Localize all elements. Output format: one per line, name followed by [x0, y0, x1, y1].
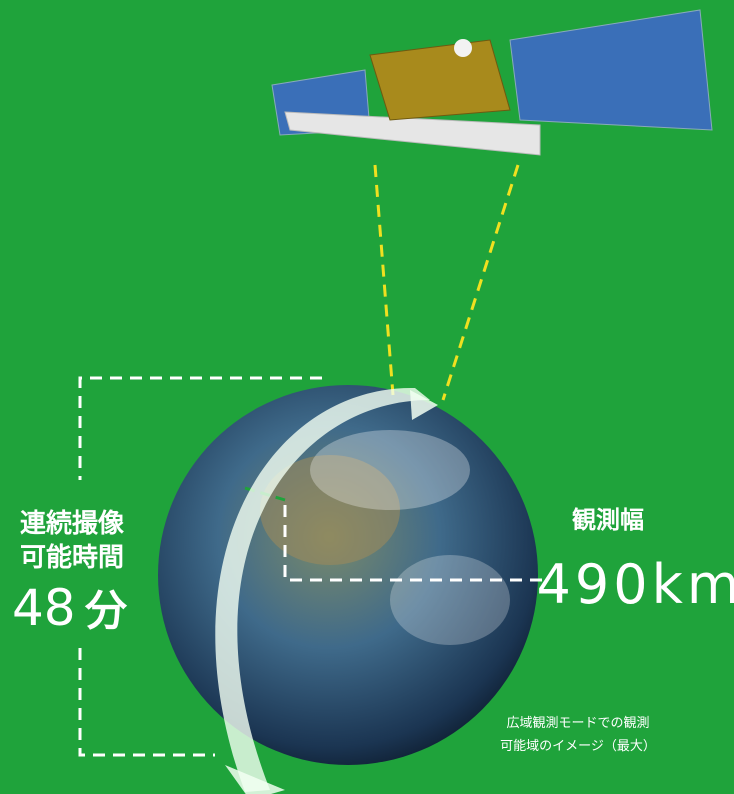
earth	[158, 385, 538, 765]
observation-arc	[215, 387, 430, 792]
clouds	[310, 430, 470, 510]
duration-unit: 分	[84, 586, 128, 635]
arc-arrowhead	[410, 390, 438, 420]
satellite	[271, 9, 713, 156]
duration-value: 48	[12, 579, 76, 637]
swath-label: 観測幅	[572, 506, 644, 534]
duration-label: 連続撮像	[20, 508, 124, 539]
land	[260, 455, 400, 565]
beam-line	[441, 164, 520, 401]
arc-arrowhead	[225, 765, 285, 794]
caption: 可能域のイメージ（最大）	[500, 739, 656, 754]
clouds	[390, 555, 510, 645]
caption: 広域観測モードでの観測	[506, 716, 649, 731]
duration-label: 可能時間	[20, 543, 124, 573]
bracket	[78, 376, 545, 757]
swath-value: 490km	[537, 553, 734, 616]
